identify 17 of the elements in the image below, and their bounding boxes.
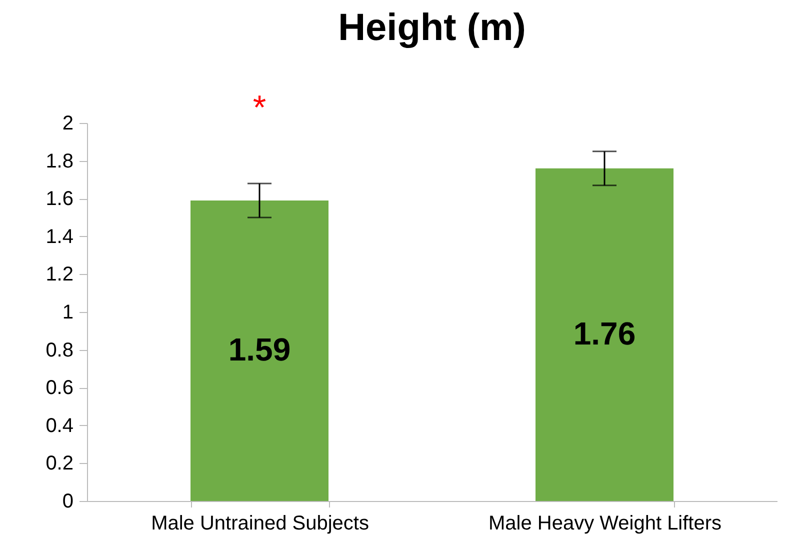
y-tick-label: 0.8 xyxy=(46,339,74,362)
y-tick-label: 1.2 xyxy=(46,264,74,286)
annotation: * xyxy=(252,89,266,127)
chart-title: Height (m) xyxy=(338,7,526,49)
x-tick-label: Male Untrained Subjects xyxy=(151,512,369,534)
y-tick-label: 0 xyxy=(62,490,74,512)
y-tick-label: 2 xyxy=(62,112,74,134)
y-tick-label: 0.2 xyxy=(46,452,74,475)
x-tick-label: Male Heavy Weight Lifters xyxy=(488,512,722,534)
y-tick-label: 0.4 xyxy=(46,414,74,437)
y-tick-label: 1 xyxy=(62,302,74,324)
data-label: 1.59 xyxy=(228,332,291,368)
y-tick-label: 0.6 xyxy=(46,377,74,400)
y-tick-label: 1.4 xyxy=(46,226,74,248)
y-tick-label: 1.6 xyxy=(46,188,74,210)
y-tick-label: 1.8 xyxy=(46,150,74,172)
data-label: 1.76 xyxy=(573,316,636,352)
